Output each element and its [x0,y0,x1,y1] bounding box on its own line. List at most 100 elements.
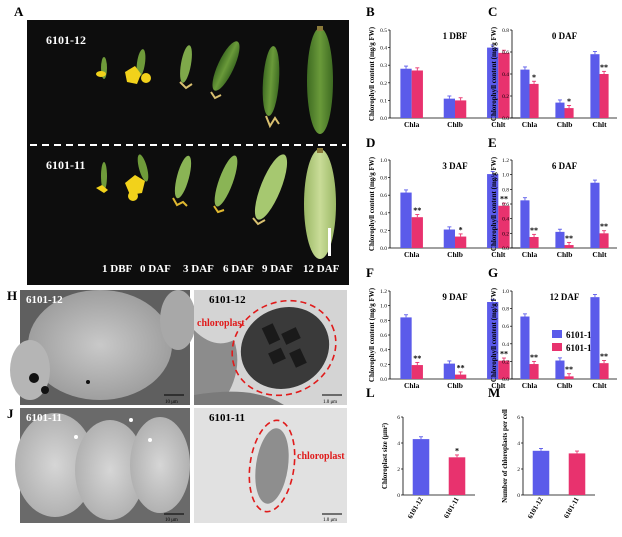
bar [487,302,499,379]
y-tick-label: 1.0 [380,158,387,164]
panel-letter-l: L [366,385,375,400]
panel-a-bottom-label: 6101-11 [46,158,85,172]
bar [590,182,600,248]
scale-text-i: 1.0 μm [323,400,337,405]
y-axis-label: Chlorophyll content (mg/g FW) [490,156,498,251]
significance-mark: ** [600,222,608,231]
y-tick-label: 0.6 [502,50,509,56]
y-tick-label: 0.2 [380,362,387,368]
y-tick-label: 1.2 [502,158,509,164]
chart-l: L 0 2 4 6 Chloroplast size (μm²) 6101-12 * 6101-… [366,385,475,520]
x-tick-label: Chlb [557,250,573,259]
bar [455,374,467,379]
panel-letter-c: C [488,4,497,19]
em-label-h: 6101-12 [26,294,63,306]
x-tick-label: 6101-12 [526,496,545,521]
fruits-6101-12 [96,26,333,134]
x-tick-label: Chla [404,120,420,129]
em-label-i: 6101-12 [209,294,246,306]
panel-letter-b: B [366,4,375,19]
y-tick-label: 1.0 [502,173,509,179]
y-axis-label: Chlorophyll content (mg/g FW) [368,287,376,382]
y-tick-label: 0.4 [380,348,387,354]
chart-d: D 3 DAF 0.0 0.2 0.4 0.6 0.8 1.0 Chlorophyll cont… [366,135,520,259]
chart-m: M 0 2 4 6 Number of chloroplasts per cell 6101… [488,385,595,520]
panel-a: A 6101-12 6101-11 [14,4,349,285]
chloroplast-annotation-i: chloroplast [197,318,245,329]
significance-mark: ** [500,350,508,359]
chart-b: B 1 DBF 0.0 0.1 0.2 0.3 0.4 0.5 Chlorophyll cont… [366,4,520,129]
bar [520,69,530,118]
significance-mark: * [532,73,536,82]
legend-label-6101-12: 6101-12 [566,330,596,340]
y-tick-label: 0.3 [380,63,387,69]
y-tick-label: 0.0 [380,246,387,252]
panel-j: J 6101-11 10 μm [7,406,190,523]
significance-mark: ** [530,353,538,362]
chart-c: C 0 DAF 0.0 0.2 0.4 0.6 0.8 Chlorophyll content… [488,4,617,129]
bar [443,229,455,248]
y-tick-label: 6 [397,415,400,421]
scale-text-k: 1.0 μm [323,518,337,523]
significance-mark: ** [413,206,421,215]
legend-label-6101-11: 6101-11 [566,343,596,353]
y-tick-label: 1.0 [502,289,509,295]
x-tick-label: Chlb [557,381,573,390]
fruits-6101-11 [96,148,336,259]
y-axis-label: Number of chloroplasts per cell [501,409,509,503]
panel-letter-g: G [488,265,498,280]
x-tick-label: Chlb [557,120,573,129]
y-tick-label: 0.0 [380,377,387,383]
stage-label: 1 DBF [102,263,133,275]
chart-title: 3 DAF [442,161,468,171]
bar [555,231,565,248]
bar [520,200,530,248]
bar [411,217,423,248]
bar [564,245,574,248]
significance-mark: ** [457,363,465,372]
stage-labels: 1 DBF 0 DAF 3 DAF 6 DAF 9 DAF 12 DAF [102,263,340,275]
y-tick-label: 0.6 [502,202,509,208]
y-tick-label: 0.0 [502,246,509,252]
y-axis-label: Chlorophyll content (mg/g FW) [490,26,498,121]
legend-swatch-6101-11 [552,343,562,351]
em-label-j: 6101-11 [26,412,62,424]
panel-i: I 6101-12 chloroplast 1.0 μm [194,288,347,405]
bar [532,450,550,495]
bar [487,47,499,118]
bar [411,365,423,379]
y-tick-label: 0.8 [502,187,509,193]
significance-mark: ** [565,365,573,374]
y-axis-label: Chlorophyll content (mg/g FW) [368,26,376,121]
panel-letter-h: H [7,288,17,303]
y-tick-label: 0.6 [380,333,387,339]
bar [568,453,586,495]
y-tick-label: 0.5 [380,28,387,34]
x-tick-label: Chla [522,250,538,259]
x-tick-label: Chlt [491,381,506,390]
y-tick-label: 0.2 [380,228,387,234]
x-tick-label: Chla [404,250,420,259]
y-tick-label: 0.1 [380,98,387,104]
x-tick-label: Chlb [447,381,463,390]
x-tick-label: Chlb [447,250,463,259]
y-tick-label: 0.0 [502,116,509,122]
bar [411,70,423,118]
y-tick-label: 0.8 [380,318,387,324]
chart-title: 1 DBF [443,31,468,41]
scale-text-j: 10 μm [165,518,178,523]
panel-a-top-label: 6101-12 [46,33,86,47]
bar [599,74,609,118]
chart-f: F 9 DAF 0.0 0.2 0.4 0.6 0.8 1.0 1.2 Chlorophyll c… [366,265,520,390]
bar [564,108,574,118]
em-label-k: 6101-11 [209,412,245,424]
chart-title: 6 DAF [552,161,578,171]
x-tick-label: Chlt [491,250,506,259]
bar [412,439,430,495]
charts: B 1 DBF 0.0 0.1 0.2 0.3 0.4 0.5 Chlorophyll cont… [366,4,617,520]
bar [590,297,600,379]
significance-mark: ** [600,352,608,361]
y-tick-label: 0.4 [380,46,387,52]
legend-swatch-6101-12 [552,330,562,338]
